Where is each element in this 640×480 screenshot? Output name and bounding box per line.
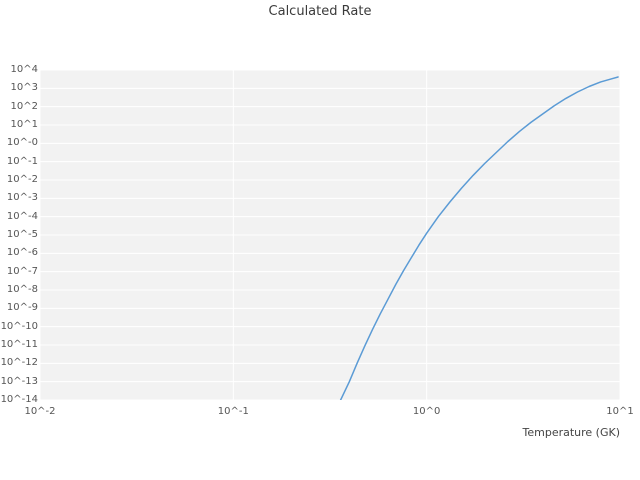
y-tick-label: 10^-2 xyxy=(6,174,38,185)
y-tick-label: 10^1 xyxy=(10,119,38,130)
y-tick-label: 10^-3 xyxy=(6,192,38,204)
calculated-rate-line xyxy=(339,76,619,400)
y-tick-label: 10^-9 xyxy=(6,302,38,314)
y-tick-label: 10^4 xyxy=(10,64,38,75)
chart-title: Calculated Rate xyxy=(268,4,372,19)
y-tick-label: 10^-13 xyxy=(0,375,38,387)
y-tick-label: 10^-10 xyxy=(0,320,38,332)
x-tick-label: 10^1 xyxy=(606,406,634,417)
y-tick-label: 10^-0 xyxy=(6,137,38,149)
y-tick-label: 10^2 xyxy=(10,100,38,112)
x-tick-label: 10^-1 xyxy=(217,406,249,417)
x-tick-label: 10^-2 xyxy=(24,406,56,417)
y-tick-label: 10^-5 xyxy=(6,229,38,240)
y-tick-label: 10^-12 xyxy=(0,357,38,369)
y-tick-label: 10^-11 xyxy=(0,339,38,350)
plot-area xyxy=(40,70,620,400)
y-tick-label: 10^-6 xyxy=(6,247,38,259)
x-axis-label: Temperature (GK) xyxy=(522,426,621,439)
y-tick-label: 10^-7 xyxy=(6,265,38,277)
y-tick-label: 10^3 xyxy=(10,82,38,94)
y-tick-label: 10^-14 xyxy=(0,394,38,405)
rate-curve-svg xyxy=(40,70,620,400)
x-tick-label: 10^0 xyxy=(412,406,441,417)
y-tick-label: 10^-4 xyxy=(6,210,38,222)
y-tick-label: 10^-1 xyxy=(6,155,38,167)
y-tick-label: 10^-8 xyxy=(6,284,38,295)
